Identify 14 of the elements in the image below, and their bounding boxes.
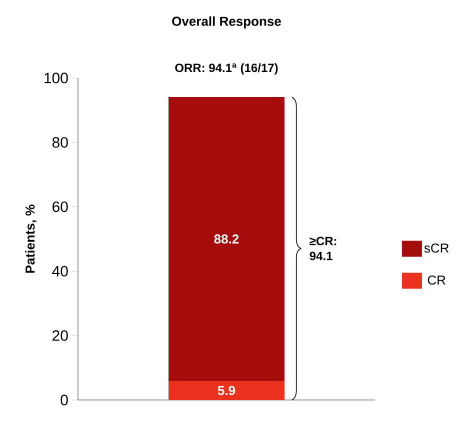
- y-tick-label: 80: [52, 137, 68, 148]
- data-label: 5.9: [218, 386, 236, 396]
- y-tick-label: 100: [44, 72, 68, 84]
- chart-title: Overall Response: [172, 16, 281, 28]
- y-tick-label: 20: [52, 330, 68, 341]
- legend-label: CR: [428, 275, 446, 285]
- text: ORR: 94.1$^{a}$ (16/17): [175, 63, 278, 74]
- y-tick-label: 60: [52, 201, 68, 212]
- data-label: 88.2: [214, 234, 239, 244]
- y-tick-label: 0: [60, 394, 68, 406]
- legend-label: sCR: [424, 243, 449, 253]
- y-tick-label: 40: [52, 266, 68, 276]
- y-axis-title: Patients, %: [25, 204, 37, 273]
- text: ≥CR: 94.1: [310, 236, 336, 260]
